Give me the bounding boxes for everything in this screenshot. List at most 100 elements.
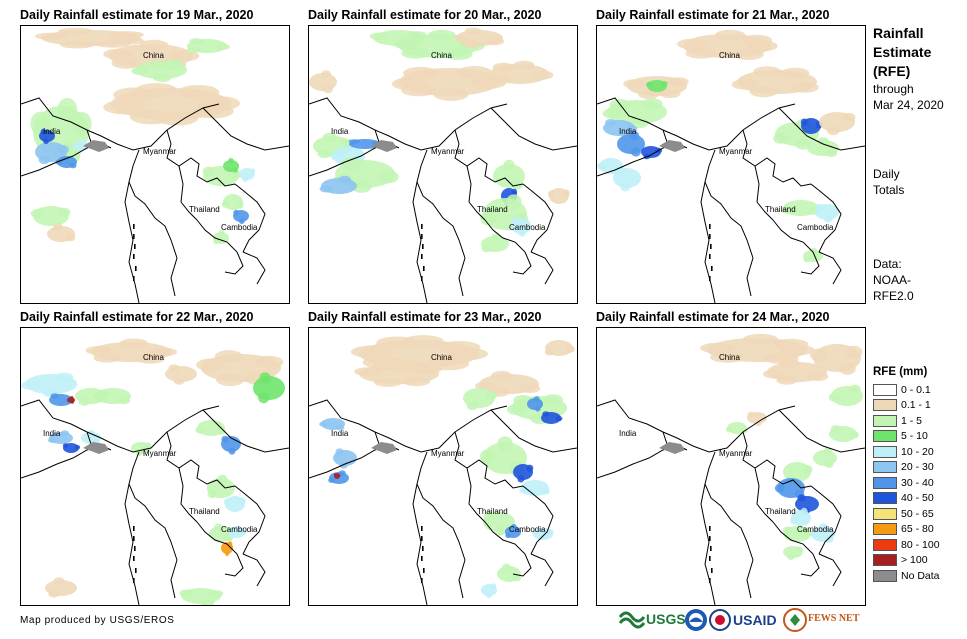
- border-line: [454, 431, 524, 489]
- rainfall-patch: [543, 394, 563, 406]
- rainfall-patch: [413, 365, 442, 375]
- rainfall-patch: [72, 145, 78, 151]
- rainfall-patch: [348, 139, 360, 144]
- rainfall-patch: [239, 218, 245, 225]
- island-mark: [709, 526, 711, 531]
- country-label: Myanmar: [143, 449, 177, 458]
- rainfall-patch: [209, 590, 224, 598]
- island-mark: [421, 276, 423, 281]
- rainfall-patch: [216, 373, 245, 387]
- rainfall-patch: [774, 483, 785, 493]
- map-panel-22: China India Myanmar Thailand Cambodia: [20, 327, 290, 606]
- rainfall-patch: [824, 215, 833, 223]
- rainfall-patch: [481, 245, 492, 253]
- border-line: [466, 467, 486, 523]
- border-line: [704, 149, 754, 259]
- country-label: India: [43, 127, 61, 136]
- legend-swatch: [873, 492, 897, 505]
- rainfall-patch: [189, 38, 204, 45]
- border-line: [597, 97, 796, 151]
- border-line: [166, 431, 236, 489]
- border-line: [166, 129, 236, 187]
- island-mark: [709, 556, 711, 561]
- country-label: Myanmar: [431, 147, 465, 156]
- rainfall-patch: [502, 563, 511, 571]
- border-line: [458, 257, 466, 297]
- rainfall-patch: [641, 98, 663, 110]
- rainfall-patch: [487, 38, 505, 46]
- border-line: [746, 257, 754, 297]
- no-data-area: [659, 140, 685, 152]
- island-mark: [423, 266, 425, 271]
- rainfall-patch: [740, 427, 748, 433]
- country-label: Cambodia: [221, 525, 258, 534]
- legend-swatch: [873, 383, 897, 396]
- rainfall-patch: [238, 497, 246, 505]
- border-line: [742, 129, 812, 187]
- country-label: Cambodia: [221, 223, 258, 232]
- rainfall-patch: [319, 185, 333, 193]
- rainfall-patch: [70, 396, 74, 399]
- rainfall-patch: [531, 529, 539, 536]
- border-line: [530, 251, 554, 285]
- rainfall-patch: [505, 532, 511, 539]
- rainfall-patch: [540, 487, 550, 495]
- rainfall-patch: [236, 201, 244, 209]
- island-mark: [133, 224, 135, 229]
- rainfall-patch: [782, 526, 793, 534]
- legend-item: 0.1 - 1: [873, 398, 940, 414]
- country-label: Thailand: [477, 205, 508, 214]
- border-line: [196, 521, 244, 577]
- rainfall-patch: [546, 529, 554, 535]
- rainfall-patch: [401, 47, 430, 59]
- rainfall-patch: [480, 211, 496, 226]
- no-data-area: [659, 442, 685, 454]
- rainfall-patch: [374, 378, 403, 387]
- rainfall-patch: [48, 437, 57, 443]
- border-line: [234, 183, 266, 253]
- legend-label: 10 - 20: [901, 445, 934, 458]
- border-line: [454, 129, 524, 187]
- border-line: [772, 219, 820, 275]
- legend-swatch: [873, 445, 897, 458]
- rainfall-layer: [309, 27, 570, 253]
- country-label: India: [619, 429, 637, 438]
- panel-title-22: Daily Rainfall estimate for 22 Mar., 202…: [20, 310, 254, 324]
- rainfall-patch: [156, 111, 199, 126]
- totals-line: Daily: [873, 167, 900, 181]
- rainfall-patch: [741, 34, 773, 46]
- panel-title-20: Daily Rainfall estimate for 20 Mar., 202…: [308, 8, 542, 22]
- rainfall-patch: [111, 57, 141, 69]
- rainfall-patch: [542, 411, 550, 417]
- rainfall-patch: [228, 157, 234, 164]
- island-mark: [709, 276, 711, 281]
- border-line: [818, 553, 842, 587]
- country-borders: [21, 399, 289, 605]
- rainfall-patch: [87, 429, 95, 436]
- island-mark: [709, 224, 711, 229]
- legend-label: 20 - 30: [901, 461, 934, 474]
- rainfall-patch: [213, 238, 219, 245]
- rainfall-patch: [623, 79, 645, 89]
- island-mark: [421, 254, 423, 259]
- rainfall-patch: [825, 535, 834, 543]
- island-mark: [711, 568, 713, 573]
- country-label: Thailand: [189, 507, 220, 516]
- rainfall-patch: [497, 436, 513, 451]
- island-mark: [423, 568, 425, 573]
- country-label: Cambodia: [509, 223, 546, 232]
- rainfall-patch: [57, 145, 69, 154]
- rainfall-patch: [803, 256, 811, 263]
- rainfall-patch: [165, 59, 184, 68]
- legend-item: > 100: [873, 553, 940, 569]
- rainfall-patch: [408, 31, 427, 39]
- rainfall-patch: [629, 130, 640, 140]
- rainfall-patch: [195, 426, 206, 434]
- island-mark: [709, 578, 711, 583]
- rainfall-patch: [732, 49, 764, 60]
- rainfall-patch: [232, 167, 239, 173]
- no-data-area: [371, 140, 397, 152]
- rainfall-patch: [776, 375, 798, 385]
- rainfall-patch: [179, 589, 194, 597]
- rainfall-patch: [565, 345, 575, 353]
